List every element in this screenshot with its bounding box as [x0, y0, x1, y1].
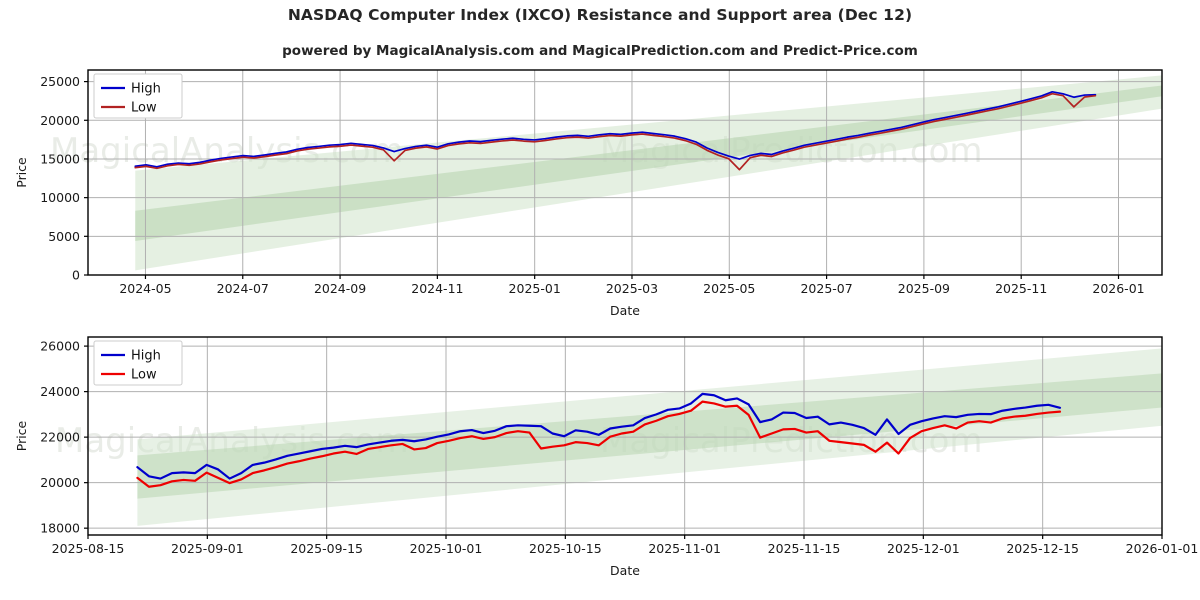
legend-label-high: High	[131, 349, 161, 364]
band-inner-support-resistance	[135, 85, 1163, 241]
y-tick-label: 24000	[40, 384, 80, 399]
y-tick-label: 20000	[40, 475, 80, 490]
y-axis: 18000 20000 22000 24000 26000	[40, 339, 88, 536]
x-tick-label: 2024-07	[217, 281, 269, 296]
y-tick-label: 25000	[40, 74, 80, 89]
legend[interactable]: High Low	[93, 73, 183, 119]
y-tick-label: 5000	[48, 229, 80, 244]
series-line-low	[136, 400, 1062, 488]
detail-plot: MagicalAnalysis.comMagicalPrediction.com…	[14, 336, 1199, 578]
y-tick-label: 26000	[40, 339, 80, 354]
y-axis-title: Price	[14, 157, 29, 188]
y-axis: 0 5000 10000 15000 20000 25000	[40, 74, 88, 283]
x-tick-label: 2025-01	[509, 281, 561, 296]
y-tick-label: 15000	[40, 151, 80, 166]
x-tick-label: 2026-01	[1092, 281, 1144, 296]
y-tick-label: 18000	[40, 521, 80, 536]
x-tick-label: 2024-09	[314, 281, 366, 296]
x-axis: 2025-08-15 2025-09-01 2025-09-15 2025-10-01…	[52, 535, 1199, 556]
legend[interactable]: High Low	[93, 340, 183, 386]
detail-chart: MagicalAnalysis.comMagicalPrediction.com…	[0, 330, 1200, 600]
y-tick-label: 0	[72, 268, 80, 283]
x-tick-label: 2025-12-15	[1006, 541, 1079, 556]
x-tick-label: 2025-11-15	[768, 541, 841, 556]
series-group	[136, 392, 1062, 488]
x-tick-label: 2024-11	[411, 281, 463, 296]
series-line-high	[134, 90, 1097, 168]
legend-label-low: Low	[131, 368, 157, 383]
x-tick-label: 2025-05	[703, 281, 755, 296]
support-resistance-bands	[135, 75, 1163, 271]
legend-label-low: Low	[131, 101, 157, 116]
x-tick-label: 2025-10-01	[410, 541, 483, 556]
overview-plot: MagicalAnalysis.comMagicalPrediction.com…	[14, 69, 1163, 318]
x-axis-title: Date	[610, 303, 640, 318]
x-axis-title: Date	[610, 563, 640, 578]
page-subtitle: powered by MagicalAnalysis.com and Magic…	[282, 43, 918, 59]
x-tick-label: 2025-09	[898, 281, 950, 296]
x-tick-label: 2025-09-15	[290, 541, 363, 556]
band-inner-support-resistance	[137, 373, 1162, 499]
y-tick-label: 22000	[40, 430, 80, 445]
x-axis: 2024-05 2024-07 2024-09 2024-11 2025-01 2025-…	[119, 275, 1145, 296]
legend-label-high: High	[131, 82, 161, 97]
page-title: NASDAQ Computer Index (IXCO) Resistance …	[287, 6, 913, 24]
x-tick-label: 2024-05	[119, 281, 171, 296]
series-line-low	[134, 92, 1097, 171]
x-tick-label: 2025-03	[606, 281, 658, 296]
x-tick-label: 2025-09-01	[171, 541, 244, 556]
y-tick-label: 20000	[40, 113, 80, 128]
x-tick-label: 2025-12-01	[887, 541, 960, 556]
overview-chart: MagicalAnalysis.comMagicalPrediction.com…	[0, 62, 1200, 330]
x-tick-label: 2025-07	[800, 281, 852, 296]
series-group	[134, 90, 1097, 171]
y-axis-title: Price	[14, 420, 29, 451]
x-tick-label: 2025-08-15	[52, 541, 125, 556]
series-line-high	[136, 392, 1062, 480]
x-tick-label: 2026-01-01	[1126, 541, 1199, 556]
x-tick-label: 2025-11	[995, 281, 1047, 296]
x-tick-label: 2025-11-01	[648, 541, 721, 556]
x-tick-label: 2025-10-15	[529, 541, 602, 556]
y-tick-label: 10000	[40, 190, 80, 205]
